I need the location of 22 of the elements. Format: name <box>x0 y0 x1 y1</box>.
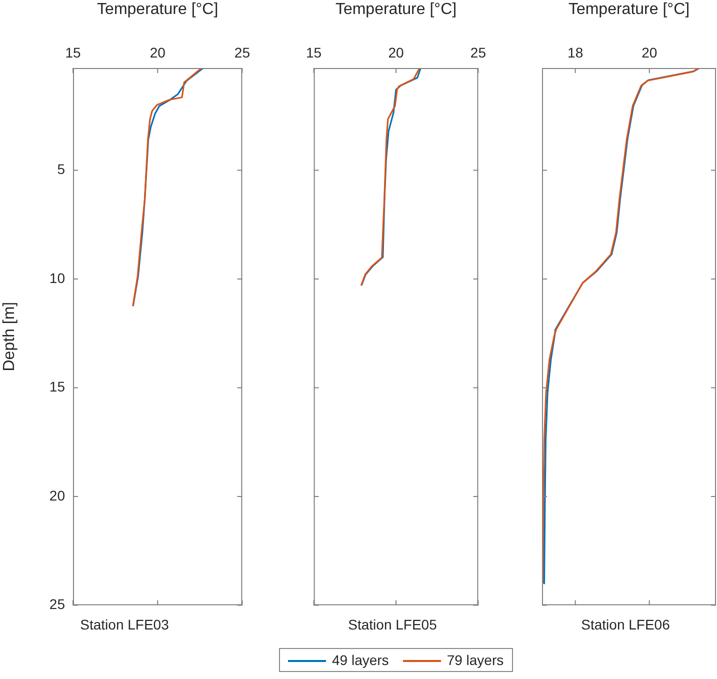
y-tick-label: 15 <box>49 378 66 395</box>
legend-label: 79 layers <box>446 652 504 668</box>
x-axis-title: Temperature [°C] <box>335 1 457 18</box>
x-tick-label: 20 <box>388 44 404 60</box>
x-tick-label: 15 <box>306 44 322 60</box>
x-tick-label: 25 <box>234 44 250 60</box>
text: Station LFE05 <box>348 616 438 632</box>
text: Station LFE03 <box>80 616 170 632</box>
y-tick-label: 10 <box>49 270 66 286</box>
x-tick-label: 15 <box>65 44 81 60</box>
y-tick-label: 5 <box>57 161 66 178</box>
y-tick-label: 25 <box>49 596 66 612</box>
x-axis-title: Temperature [°C] <box>97 1 218 18</box>
x-tick-label: 25 <box>470 44 486 60</box>
y-axis-title: Depth [m] <box>1 302 18 372</box>
x-tick-label: 20 <box>642 44 658 60</box>
text: Station LFE06 <box>581 616 670 632</box>
x-tick-label: 18 <box>568 44 584 60</box>
legend-label: 49 layers <box>332 652 389 668</box>
x-axis-title: Temperature [°C] <box>568 1 690 18</box>
x-tick-label: 20 <box>150 44 166 60</box>
y-tick-label: 20 <box>49 487 66 504</box>
